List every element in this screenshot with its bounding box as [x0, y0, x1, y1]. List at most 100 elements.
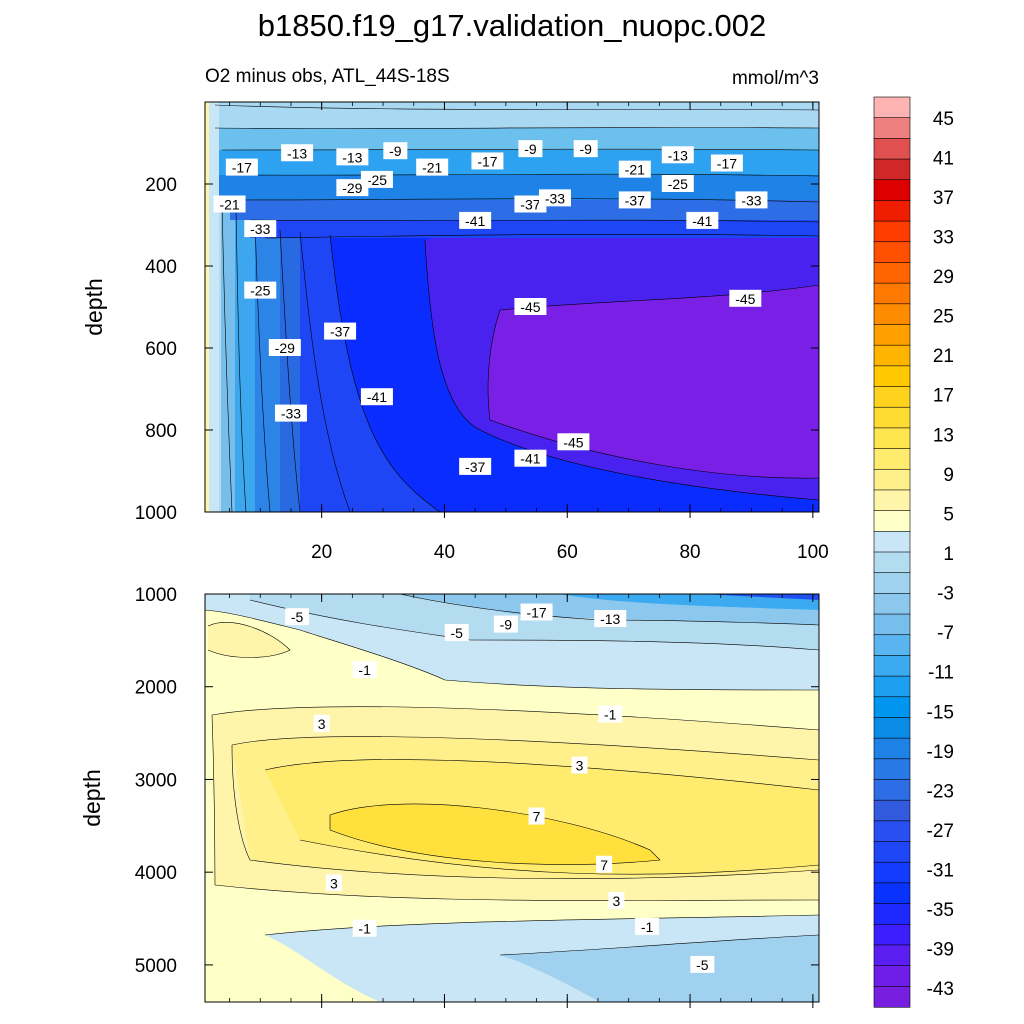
contour-label: -13 [668, 147, 688, 163]
contour-label-bg [244, 220, 277, 238]
colorbar-swatch [873, 986, 911, 1008]
colorbar-swatch [873, 861, 911, 884]
contour-label-bg [528, 807, 545, 825]
contour-label-bg [661, 146, 694, 164]
lower-field-top-neg-4 [560, 594, 819, 610]
contour-label-bg [571, 756, 588, 774]
contour-label-bg [618, 191, 651, 209]
colorbar-swatch [873, 799, 911, 822]
contour-label-bg [538, 189, 571, 207]
contour-label: -5 [291, 609, 304, 625]
contour-label: -17 [232, 160, 252, 176]
colorbar-label: -7 [937, 623, 954, 644]
contour-label-bg [459, 211, 492, 229]
colorbar-swatch [873, 779, 911, 801]
contour-label: -45 [520, 299, 540, 315]
colorbar-label: 37 [933, 188, 954, 209]
colorbar-swatch [873, 923, 911, 946]
x-tick-label: 20 [311, 542, 332, 563]
y-tick-label: 600 [145, 339, 177, 360]
colorbar-label: -11 [928, 663, 954, 684]
y-tick-label: 4000 [135, 863, 177, 884]
contour-label-bg [360, 388, 393, 406]
colorbar-label: -39 [927, 940, 954, 961]
lower-plot-frame [204, 593, 820, 1003]
colorbar-label: 5 [943, 504, 954, 525]
upper-plot-frame [204, 101, 820, 513]
lower-field-bottom-neg-2 [500, 935, 819, 1002]
contour-label-bg [661, 175, 694, 192]
contour-label-bg [459, 457, 492, 475]
contour-label-bg [285, 608, 310, 626]
contour-label: -13 [342, 149, 362, 165]
contour-label: -45 [735, 291, 755, 307]
contour-label-bg [268, 339, 301, 356]
contour-label-bg [313, 714, 330, 732]
upper-field-surface-6 [250, 220, 819, 238]
contour-label-bg [225, 158, 258, 176]
upper-y-axis-label: depth [81, 278, 107, 336]
colorbar-swatch [873, 468, 911, 491]
contour-label: -29 [275, 340, 295, 356]
colorbar-swatch [873, 262, 911, 284]
contour-label-bg [520, 603, 553, 621]
colorbar-swatch [873, 758, 911, 781]
contour-label: -21 [219, 197, 239, 213]
contour-label: -25 [668, 176, 688, 192]
colorbar-swatch [873, 344, 911, 367]
contour-label-bg [514, 195, 547, 213]
colorbar-label: -19 [927, 742, 954, 763]
colorbar-label: 17 [933, 386, 954, 407]
contour-label: 7 [533, 809, 541, 825]
y-tick-label: 1000 [135, 503, 177, 524]
colorbar-label: 29 [933, 267, 954, 288]
lower-field-pos-blob [208, 622, 290, 658]
colorbar-swatch [873, 386, 911, 408]
contour-label: -37 [625, 192, 645, 208]
contour-label-bg [325, 874, 342, 892]
contour-label-bg [352, 919, 377, 937]
contour-label: -21 [625, 162, 645, 178]
contour-label: -9 [524, 141, 537, 157]
y-tick-label: 3000 [135, 770, 177, 791]
contour-label: -13 [600, 611, 620, 627]
contour-label: -1 [604, 707, 617, 723]
contour-label-bg [635, 917, 660, 935]
contour-label: -41 [520, 451, 540, 467]
contour-label: -13 [287, 145, 307, 161]
contour-label-bg [710, 154, 743, 172]
contour-label-bg [471, 152, 504, 170]
colorbar-label: 25 [933, 307, 954, 328]
colorbar-swatch [873, 324, 911, 346]
contour-label-bg [518, 140, 543, 158]
colorbar-label: -23 [927, 781, 954, 802]
contour-label-bg [383, 142, 408, 160]
colorbar: 45 41 37 33 29 25 21 17 13 9 5 1 -3 -7 -11 -15 -19 -23 -27… [873, 96, 954, 1008]
contour-label-bg [686, 211, 719, 229]
upper-field-surface-2 [205, 128, 819, 150]
contour-label-bg [573, 140, 598, 158]
colorbar-label: 33 [933, 227, 954, 248]
contour-label: -33 [741, 192, 761, 208]
lower-field-pos-4 [330, 803, 660, 865]
upper-field-surface-4 [205, 175, 819, 200]
colorbar-swatch [873, 531, 911, 553]
contour-label-bg [557, 433, 590, 451]
contour-label-bg [213, 195, 246, 213]
colorbar-swatch [873, 406, 911, 429]
colorbar-swatch [873, 241, 911, 264]
contour-label-bg [596, 855, 613, 873]
contour-label: -37 [520, 197, 540, 213]
colorbar-swatch [873, 675, 911, 698]
contour-label: -9 [389, 143, 402, 159]
contour-label-bg [352, 661, 377, 679]
contour-label: -17 [477, 153, 497, 169]
contour-label-bg [416, 158, 449, 176]
upper-field-surface-1 [205, 102, 819, 128]
contour-label-bg [360, 170, 393, 188]
colorbar-label: 13 [933, 425, 954, 446]
contour-label: -33 [281, 406, 301, 422]
contour-label: 3 [330, 875, 338, 891]
